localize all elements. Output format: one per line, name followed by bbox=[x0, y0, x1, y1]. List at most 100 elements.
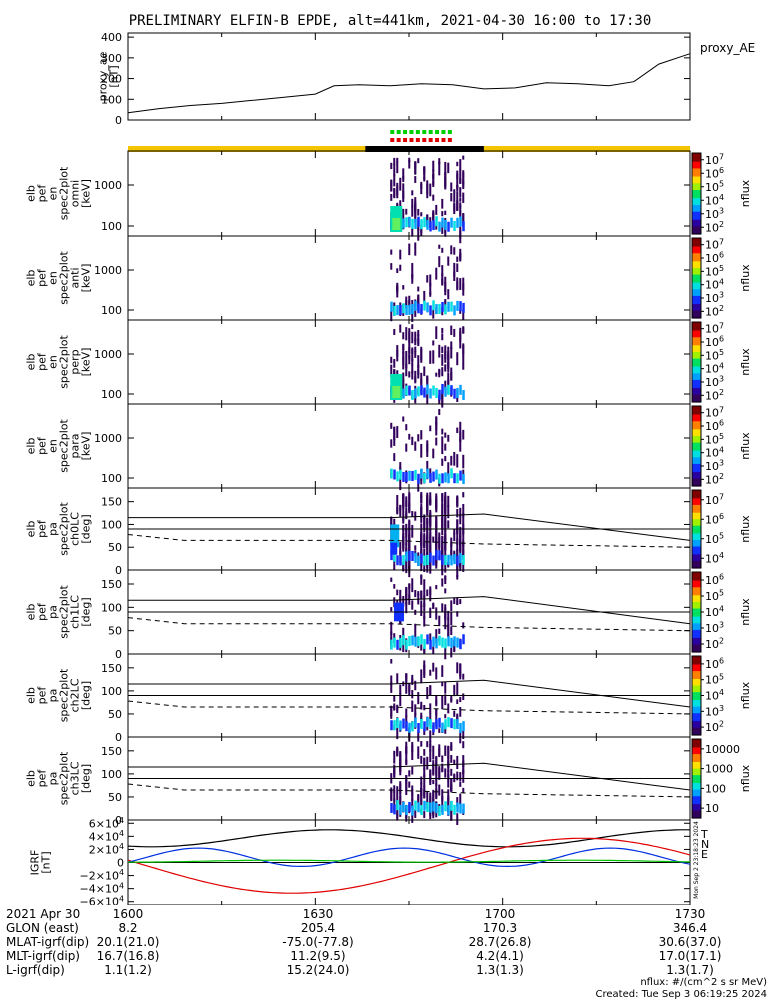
spectrogram-cell bbox=[402, 192, 405, 199]
colorbar-cell bbox=[692, 370, 701, 372]
spectrogram-cell bbox=[402, 718, 405, 729]
colorbar-cell bbox=[692, 474, 701, 476]
colorbar-cell bbox=[692, 224, 701, 227]
ephemeris-value: 17.0(17.1) bbox=[658, 949, 722, 963]
colorbar-cell bbox=[692, 503, 701, 505]
spectrogram-cell bbox=[435, 585, 438, 590]
colorbar-cell bbox=[692, 597, 701, 600]
spectrogram-cell bbox=[426, 687, 429, 700]
colorbar-cell bbox=[692, 364, 701, 367]
spectrogram-cell bbox=[392, 218, 401, 230]
spectrogram-cell bbox=[411, 436, 414, 446]
colorbar-cell bbox=[692, 506, 701, 509]
spectrogram-cell bbox=[423, 300, 426, 311]
colorbar-cell bbox=[692, 799, 701, 802]
spectrogram-cell bbox=[432, 173, 435, 187]
spectrogram-cell bbox=[423, 387, 426, 398]
spectrogram-cell bbox=[441, 535, 444, 541]
colorbar-cell bbox=[692, 744, 701, 747]
ylabel-line: en bbox=[47, 355, 60, 369]
spectrogram-cell bbox=[390, 422, 393, 429]
ylabel-line: omni bbox=[69, 180, 82, 207]
spectrogram-cell bbox=[459, 470, 462, 481]
colorbar-cell bbox=[692, 495, 701, 498]
spectrogram-cell bbox=[462, 309, 465, 320]
spectrogram-cell bbox=[420, 705, 423, 710]
ylabel-line: ch3LC bbox=[69, 761, 82, 795]
igrf-total-line bbox=[127, 829, 690, 848]
spectrogram-cell bbox=[450, 647, 453, 658]
spectrogram-cell bbox=[447, 256, 450, 266]
colorbar-cell bbox=[692, 811, 701, 814]
spectrogram-cell bbox=[408, 550, 411, 561]
colorbar-cell bbox=[692, 180, 701, 182]
spectrogram-cell bbox=[417, 746, 420, 759]
spectrogram-cell bbox=[441, 493, 444, 503]
colorbar-title: nflux bbox=[739, 348, 752, 376]
spectrogram-cell bbox=[429, 388, 432, 399]
spectrogram-cell bbox=[420, 183, 423, 195]
spectrogram-cell bbox=[447, 473, 450, 484]
pa-ytick-label: 100 bbox=[101, 685, 122, 698]
spectrogram-cell bbox=[393, 563, 396, 570]
spectrogram-cell bbox=[420, 219, 423, 230]
colorbar-cell bbox=[692, 709, 701, 712]
spectrogram-cell bbox=[423, 785, 426, 796]
colorbar-cell bbox=[692, 456, 701, 459]
spectrogram-cell bbox=[411, 578, 414, 593]
spectrogram-cell bbox=[444, 210, 447, 215]
spectrogram-cell bbox=[402, 168, 405, 180]
spectrogram-cell bbox=[459, 562, 462, 569]
colorbar-cell bbox=[692, 250, 701, 252]
colorbar-cell bbox=[692, 617, 701, 620]
colorbar-cell bbox=[692, 621, 701, 624]
spectrogram-cell bbox=[450, 301, 453, 312]
spectrogram-cell bbox=[441, 665, 444, 677]
ylabel-line: elb bbox=[25, 438, 38, 455]
colorbar-cell bbox=[692, 416, 701, 419]
spectrogram-cell bbox=[420, 224, 423, 236]
spectrogram-cell bbox=[450, 600, 453, 611]
colorbar-cell bbox=[692, 444, 701, 447]
spectrogram-cell bbox=[411, 753, 414, 761]
energy-ytick-label: 1000 bbox=[94, 264, 122, 277]
spectrogram-cell bbox=[423, 579, 426, 592]
spectrogram-cell bbox=[402, 596, 405, 607]
spectrogram-cell bbox=[420, 430, 423, 440]
spectrogram-cell bbox=[444, 607, 447, 621]
colorbar-cell bbox=[692, 198, 701, 201]
spectrogram-cell bbox=[390, 162, 393, 170]
spectrogram-cell bbox=[426, 791, 429, 804]
spectrogram-cell bbox=[420, 523, 423, 529]
spectrogram-cell bbox=[453, 710, 456, 717]
spectrogram-cell bbox=[405, 774, 408, 784]
spectrogram-cells bbox=[390, 324, 465, 408]
spectrogram-cell bbox=[441, 562, 444, 576]
spectrogram-cell bbox=[432, 194, 435, 201]
spectrogram-cell bbox=[429, 509, 432, 521]
colorbar-cell bbox=[692, 268, 701, 271]
spectrogram-cell bbox=[405, 351, 408, 357]
spectrogram-cell bbox=[411, 218, 414, 229]
spectrogram-cell bbox=[411, 511, 414, 517]
spectrogram-cell bbox=[441, 394, 444, 408]
spectrogram-cell bbox=[435, 772, 438, 781]
colorbar-cell bbox=[692, 561, 701, 564]
spectrogram-cell bbox=[429, 552, 432, 563]
spectrogram-cell bbox=[399, 589, 402, 604]
colorbar-cell bbox=[692, 332, 701, 335]
colorbar-cell bbox=[692, 282, 701, 284]
spectrogram-cells bbox=[390, 741, 465, 826]
spectrogram-cell bbox=[459, 178, 462, 184]
spectrogram-cell bbox=[405, 496, 408, 507]
spectrogram-cell bbox=[456, 662, 459, 674]
spectrogram-cell bbox=[399, 751, 402, 764]
spectrogram-cell bbox=[456, 597, 459, 606]
spectrogram-cell bbox=[429, 468, 432, 477]
colorbar-cell bbox=[692, 201, 701, 204]
colorbar-cell bbox=[692, 231, 701, 234]
colorbar-label: 106 bbox=[705, 573, 724, 587]
colorbar-cell bbox=[692, 186, 701, 189]
colorbar-cell bbox=[692, 775, 701, 778]
spectrogram-cell bbox=[405, 300, 408, 306]
